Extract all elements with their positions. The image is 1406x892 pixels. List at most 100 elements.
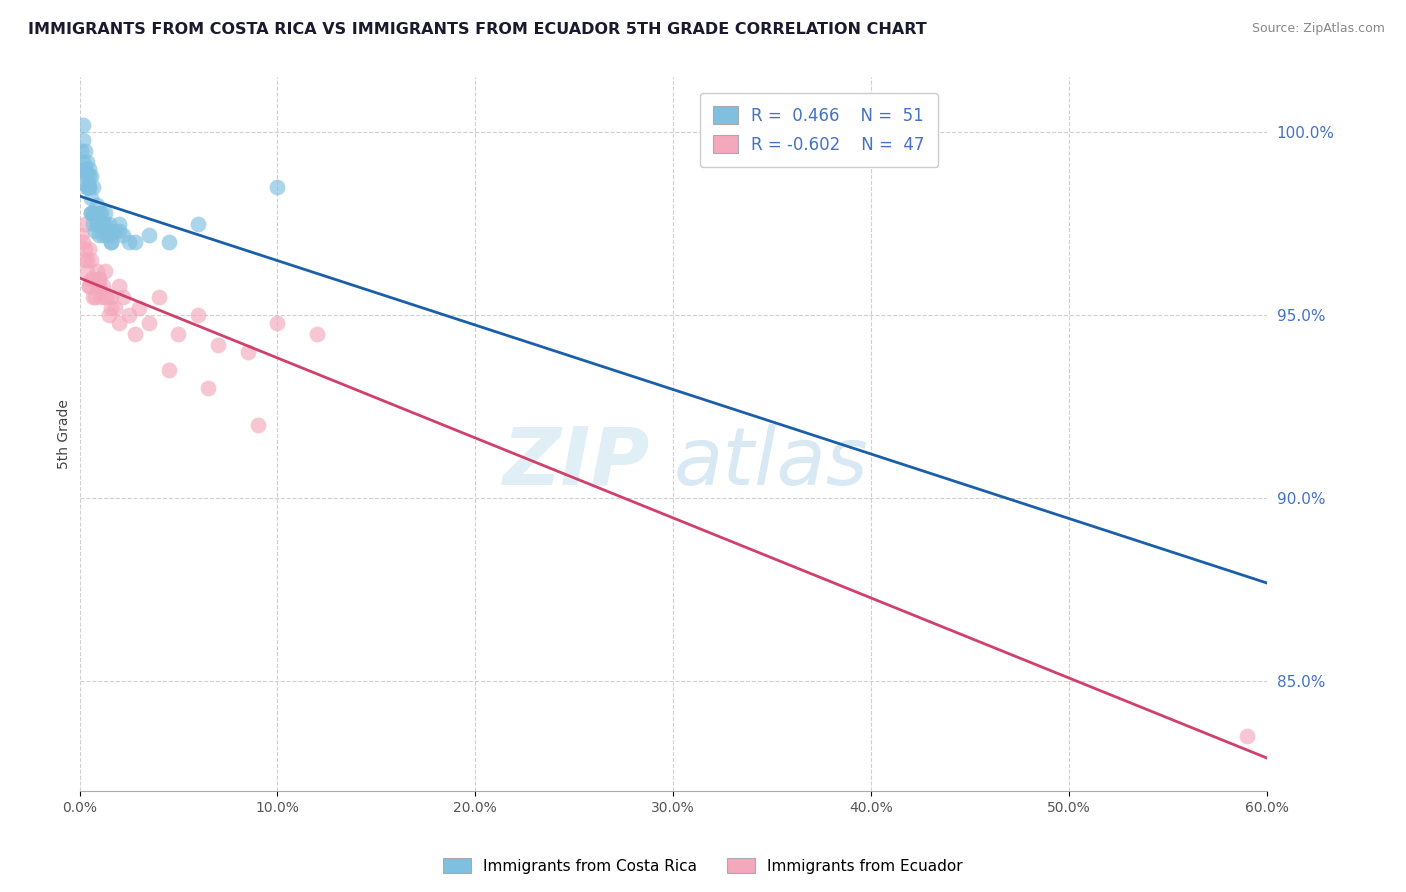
Point — [148, 290, 170, 304]
Point — [100, 235, 122, 249]
Point — [75, 161, 97, 176]
Point — [157, 363, 180, 377]
Point — [266, 180, 288, 194]
Point — [94, 217, 117, 231]
Point — [79, 279, 101, 293]
Point — [86, 279, 108, 293]
Point — [72, 154, 94, 169]
Point — [76, 253, 98, 268]
Point — [80, 191, 103, 205]
Point — [76, 180, 98, 194]
Point — [98, 227, 121, 242]
Point — [79, 169, 101, 184]
Point — [72, 235, 94, 249]
Point — [76, 180, 98, 194]
Point — [108, 217, 131, 231]
Point — [90, 290, 112, 304]
Y-axis label: 5th Grade: 5th Grade — [58, 400, 72, 469]
Point — [305, 326, 328, 341]
Point — [79, 243, 101, 257]
Point — [124, 326, 146, 341]
Point — [100, 290, 122, 304]
Point — [84, 290, 107, 304]
Point — [76, 169, 98, 184]
Point — [72, 118, 94, 132]
Point — [96, 227, 118, 242]
Point — [75, 144, 97, 158]
Point — [94, 264, 117, 278]
Point — [80, 206, 103, 220]
Point — [112, 290, 135, 304]
Point — [79, 180, 101, 194]
Point — [100, 235, 122, 249]
Point — [84, 206, 107, 220]
Point — [91, 227, 114, 242]
Legend: Immigrants from Costa Rica, Immigrants from Ecuador: Immigrants from Costa Rica, Immigrants f… — [437, 852, 969, 880]
Point — [104, 224, 127, 238]
Point — [79, 161, 101, 176]
Point — [89, 279, 111, 293]
Point — [207, 337, 229, 351]
Point — [98, 217, 121, 231]
Point — [96, 290, 118, 304]
Point — [76, 264, 98, 278]
Legend: R =  0.466    N =  51, R = -0.602    N =  47: R = 0.466 N = 51, R = -0.602 N = 47 — [700, 93, 938, 167]
Point — [82, 206, 104, 220]
Point — [75, 243, 97, 257]
Point — [80, 169, 103, 184]
Point — [91, 279, 114, 293]
Point — [80, 271, 103, 285]
Point — [82, 290, 104, 304]
Point — [94, 290, 117, 304]
Point — [91, 217, 114, 231]
Point — [89, 206, 111, 220]
Point — [86, 217, 108, 231]
Point — [80, 253, 103, 268]
Point — [75, 161, 97, 176]
Point — [90, 206, 112, 220]
Point — [98, 308, 121, 322]
Point — [246, 417, 269, 432]
Point — [108, 279, 131, 293]
Point — [84, 224, 107, 238]
Point — [89, 217, 111, 231]
Point — [75, 253, 97, 268]
Point — [157, 235, 180, 249]
Point — [89, 227, 111, 242]
Point — [75, 217, 97, 231]
Point — [112, 227, 135, 242]
Point — [104, 301, 127, 315]
Point — [108, 224, 131, 238]
Point — [236, 344, 259, 359]
Point — [91, 217, 114, 231]
Point — [70, 227, 93, 242]
Point — [79, 279, 101, 293]
Point — [118, 235, 141, 249]
Point — [86, 198, 108, 212]
Point — [94, 206, 117, 220]
Text: ZIP: ZIP — [502, 424, 650, 501]
Point — [70, 144, 93, 158]
Point — [75, 169, 97, 184]
Point — [187, 308, 209, 322]
Point — [1236, 729, 1258, 743]
Point — [187, 217, 209, 231]
Point — [79, 180, 101, 194]
Point — [76, 154, 98, 169]
Point — [128, 301, 150, 315]
Text: atlas: atlas — [673, 424, 868, 501]
Point — [86, 264, 108, 278]
Point — [89, 271, 111, 285]
Point — [124, 235, 146, 249]
Point — [167, 326, 190, 341]
Point — [82, 217, 104, 231]
Point — [197, 381, 219, 395]
Point — [118, 308, 141, 322]
Point — [266, 316, 288, 330]
Point — [108, 316, 131, 330]
Text: Source: ZipAtlas.com: Source: ZipAtlas.com — [1251, 22, 1385, 36]
Point — [89, 271, 111, 285]
Point — [138, 316, 160, 330]
Text: IMMIGRANTS FROM COSTA RICA VS IMMIGRANTS FROM ECUADOR 5TH GRADE CORRELATION CHAR: IMMIGRANTS FROM COSTA RICA VS IMMIGRANTS… — [28, 22, 927, 37]
Point — [80, 206, 103, 220]
